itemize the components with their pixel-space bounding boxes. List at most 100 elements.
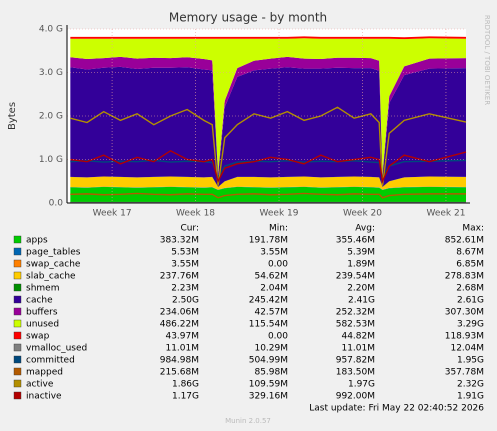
legend-stat: 992.00M [336,392,375,402]
legend-stat: 10.29M [254,344,288,354]
legend-header-cur: Cur: [180,224,199,234]
legend-swatch [13,295,22,304]
y-tick-label: 4.0 G [39,25,63,35]
legend-stat: 357.78M [445,368,484,378]
legend-stat: 2.32G [457,380,484,390]
legend-stat: 1.86G [172,380,199,390]
legend-stat: 12.04M [450,344,484,354]
legend-stat: 43.97M [165,332,199,342]
legend-stat: 215.68M [160,368,199,378]
legend-stat: 5.53M [171,248,199,258]
legend-stat: 0.00 [268,260,288,270]
legend-stat: 3.55M [260,248,288,258]
legend-stat: 278.83M [445,272,484,282]
legend-stat: 109.59M [249,380,288,390]
legend-stat: 115.54M [249,320,288,330]
last-update: Last update: Fri May 22 02:40:52 2026 [309,404,484,414]
area [70,186,466,190]
legend-stat: 234.06M [160,308,199,318]
legend-stat: 237.76M [160,272,199,282]
area [70,56,466,177]
legend-stat: 11.01M [341,344,375,354]
legend-header-min: Min: [269,224,288,234]
legend-label: vmalloc_used [26,344,87,354]
plot [70,36,467,204]
legend-stat: 504.99M [249,356,288,366]
line [70,192,466,199]
legend-stat: 2.50G [172,296,199,306]
legend-stat: 183.50M [336,368,375,378]
legend-label: swap [26,332,50,342]
area [70,36,466,40]
legend-stat: 486.22M [160,320,199,330]
legend-stat: 42.57M [254,308,288,318]
legend-stat: 2.23M [171,284,199,294]
legend-stat: 0.00 [268,332,288,342]
legend-stat: 191.78M [249,236,288,246]
x-tick-label: Week 21 [426,209,465,219]
legend-swatch [13,331,22,340]
x-tick-label: Week 18 [176,209,215,219]
area [70,66,466,187]
line [70,106,467,186]
legend-stat: 1.97G [348,380,375,390]
x-tick-label: Week 19 [260,209,299,219]
watermark: RRDTOOL / TOBI OETIKER [483,15,491,105]
legend-swatch [13,271,22,280]
legend-stat: 8.67M [456,248,484,258]
legend-label: unused [26,320,59,330]
legend-stat: 2.20M [347,284,375,294]
legend-stat: 11.01M [165,344,199,354]
y-axis-label: Bytes [7,102,18,130]
legend-label: shmem [26,284,59,294]
legend-swatch [13,379,22,388]
legend-label: page_tables [26,248,81,258]
legend-swatch [13,283,22,292]
legend-stat: 1.17G [172,392,199,402]
legend-label: slab_cache [26,272,76,282]
area [70,38,466,174]
area [70,176,466,190]
line [70,149,467,184]
footer: Munin 2.0.57 [225,417,271,425]
legend-stat: 54.62M [254,272,288,282]
legend-swatch [13,343,22,352]
legend-header-avg: Avg: [355,224,375,234]
legend-label: mapped [26,368,63,378]
legend-stat: 1.89M [347,260,375,270]
legend-stat: 6.85M [456,260,484,270]
legend-stat: 582.53M [336,320,375,330]
legend-stat: 3.55M [171,260,199,270]
legend-stat: 957.82M [336,356,375,366]
legend-stat: 383.32M [160,236,199,246]
legend-label: swap_cache [26,260,81,270]
legend-stat: 1.95G [457,356,484,366]
legend-stat: 44.82M [341,332,375,342]
legend-stat: 118.93M [445,332,484,342]
legend-swatch [13,259,22,268]
legend-label: active [26,380,54,390]
x-tick-label: Week 20 [343,209,382,219]
legend-stat: 355.46M [336,236,375,246]
legend-swatch [13,319,22,328]
legend-header-max: Max: [462,224,484,234]
legend-stat: 2.61G [457,296,484,306]
y-tick-label: 1.0 G [39,155,63,165]
legend-stat: 1.91G [457,392,484,402]
legend-header: Cur: Min: Avg: Max: [180,224,484,234]
x-tick-label: Week 17 [93,209,132,219]
legend-swatch [13,307,22,316]
y-tick-label: 3.0 G [39,68,63,78]
y-tick-label: 2.0 G [39,112,63,122]
y-tick-label: 0.0 [49,199,64,209]
legend-swatch [13,367,22,376]
legend-swatch [13,391,22,400]
legend-label: buffers [26,308,58,318]
legend-stat: 252.32M [336,308,375,318]
legend-label: committed [26,356,75,366]
legend-swatch [13,247,22,256]
legend-stat: 239.54M [336,272,375,282]
legend-stat: 2.04M [260,284,288,294]
legend-label: apps [26,236,48,246]
legend-stat: 307.30M [445,308,484,318]
